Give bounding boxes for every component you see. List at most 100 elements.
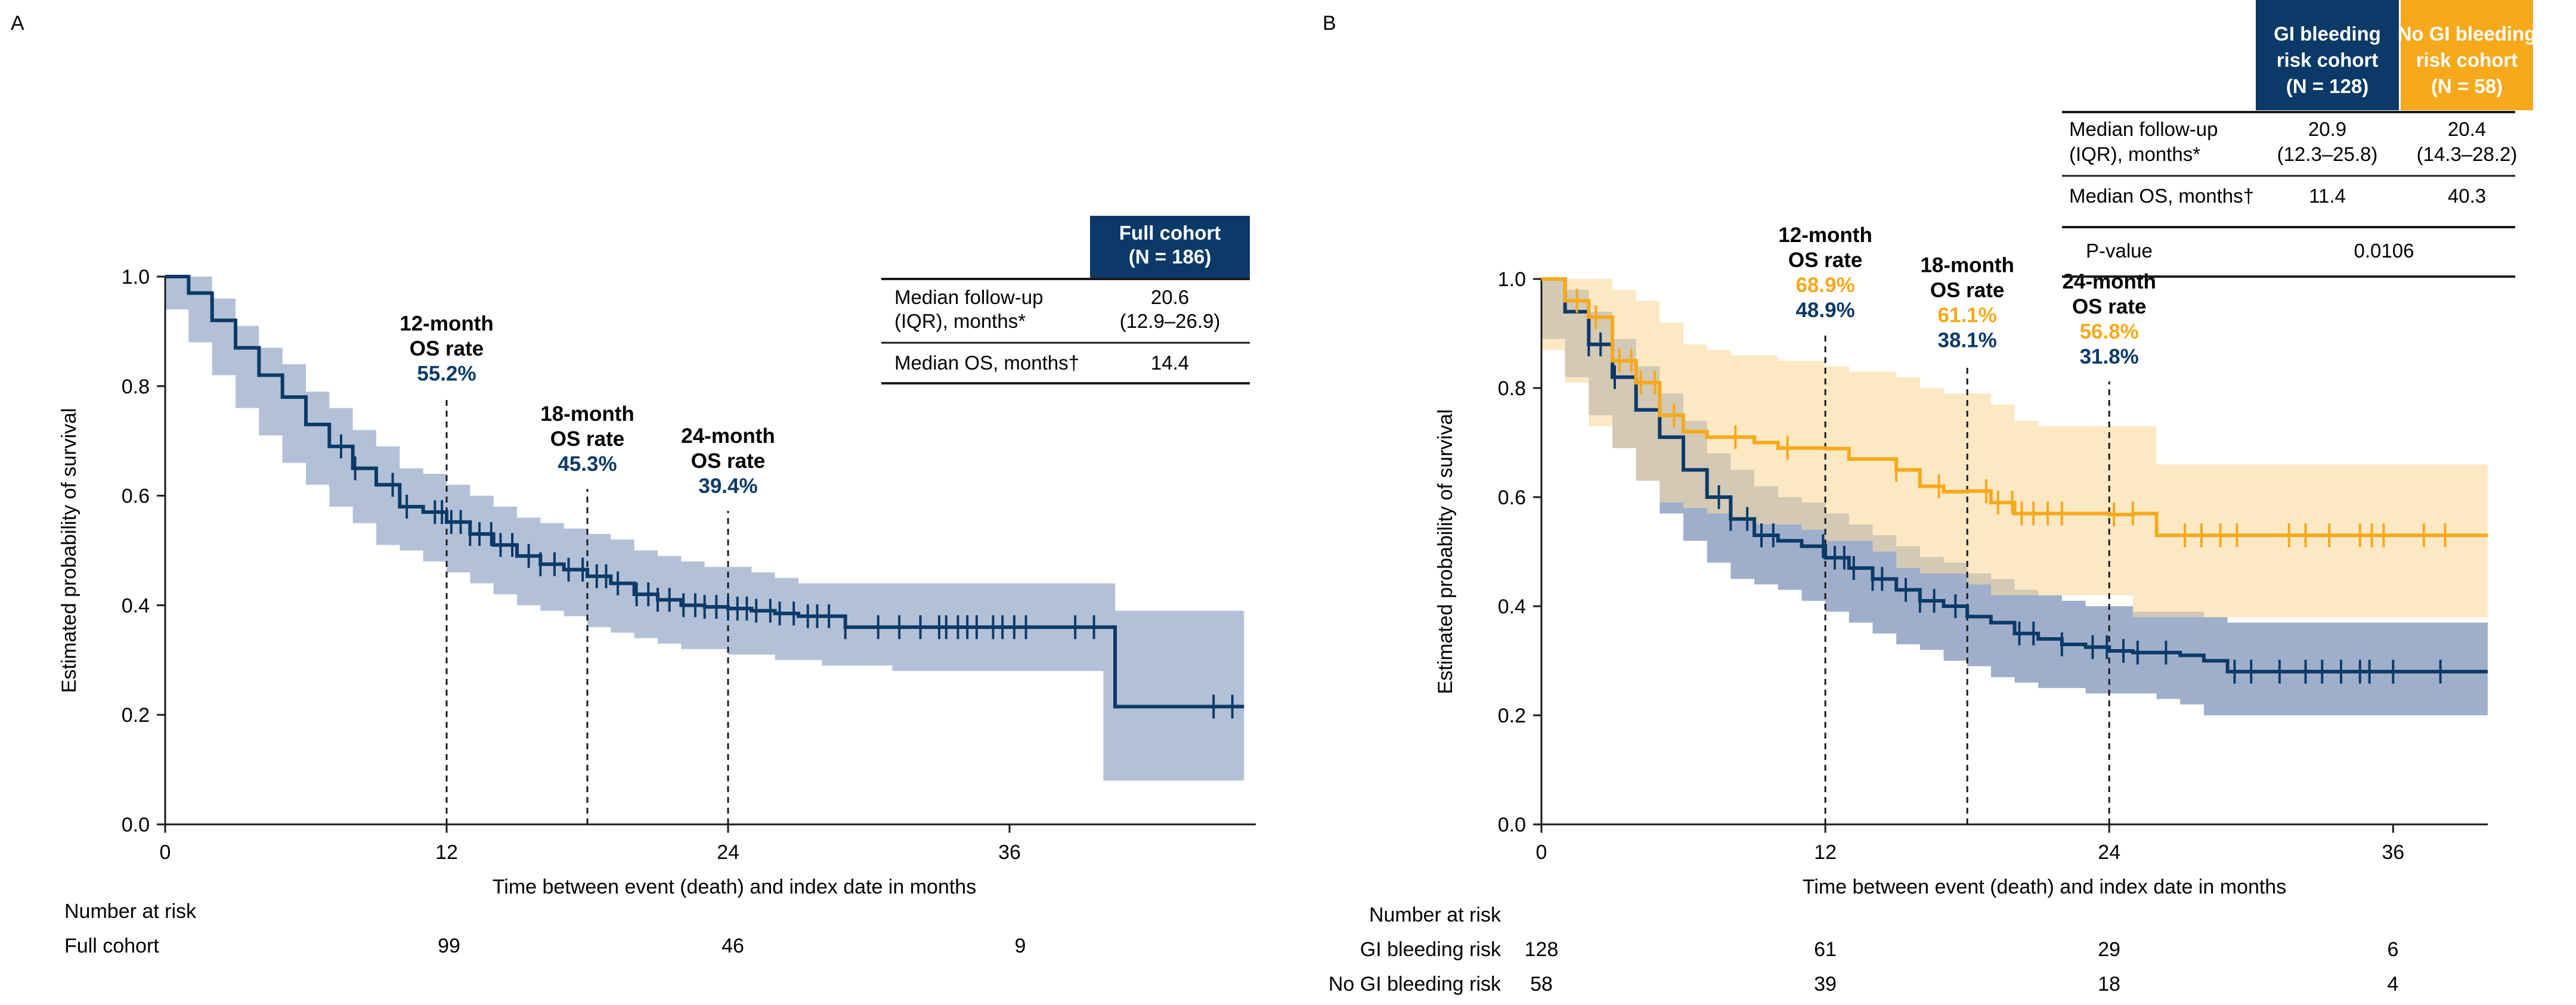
table-b-col1-header-bg <box>2256 0 2399 110</box>
panel-a-summary-table: Full cohort (N = 186) Median follow-up (… <box>881 216 1250 384</box>
os-rate-label: OS rate <box>550 427 625 451</box>
risk-a-value: 99 <box>438 935 460 957</box>
y-tick-label: 0.0 <box>1498 814 1526 836</box>
os-rate-value-gi: 38.1% <box>1938 328 1997 352</box>
os-rate-value-gi: 31.8% <box>2080 345 2139 368</box>
table-a-row1-label-line1: Median follow-up <box>894 286 1043 308</box>
y-tick-label: 0.6 <box>122 485 150 508</box>
y-tick-label: 0.8 <box>1498 377 1526 400</box>
survival-curve <box>1541 277 2488 674</box>
y-axis-label: Estimated probability of survival <box>58 408 80 693</box>
table-b-row2-v1: 11.4 <box>2309 185 2346 207</box>
os-rate-label: OS rate <box>1930 278 2005 302</box>
table-b-col1-header-line3: (N = 128) <box>2286 75 2368 97</box>
risk-a-title: Number at risk <box>64 900 197 923</box>
y-tick-label: 0.2 <box>1498 705 1526 727</box>
x-tick-label: 0 <box>1536 841 1547 864</box>
table-b-col2-header-bg <box>2401 0 2533 110</box>
risk-b-row1-value: 29 <box>2098 938 2120 961</box>
y-tick-label: 0.4 <box>1498 595 1526 618</box>
panel-b-plot: 0.0 0.2 0.4 0.6 0.8 1.0 0 12 24 36 Time between ev… <box>1434 224 2488 898</box>
y-tick-label: 0.2 <box>122 704 150 727</box>
os-rate-label: OS rate <box>1788 249 1863 272</box>
y-tick-label: 0.6 <box>1498 486 1526 509</box>
os-rate-value-gi: 48.9% <box>1795 299 1854 322</box>
y-tick-label: 0.8 <box>122 376 150 398</box>
os-rate-label: 24-month <box>2062 270 2156 293</box>
os-rate-value: 39.4% <box>698 474 757 498</box>
table-b-row1-v2-line2: (14.3–28.2) <box>2417 143 2518 165</box>
table-a-header-line1: Full cohort <box>1119 222 1221 244</box>
table-b-row1-v1-line2: (12.3–25.8) <box>2277 143 2378 165</box>
x-axis-label: Time between event (death) and index dat… <box>1803 876 2286 898</box>
y-tick-label: 1.0 <box>1498 268 1526 291</box>
os-rate-label: 12-month <box>1778 224 1872 247</box>
risk-a-value: 9 <box>1015 935 1026 957</box>
risk-b-row2-value: 18 <box>2098 973 2120 995</box>
table-a-row1-label-line2: (IQR), months* <box>894 310 1026 332</box>
os-rate-value: 55.2% <box>417 362 476 386</box>
risk-b-row1-value: 61 <box>1814 938 1837 961</box>
x-tick-label: 12 <box>435 841 458 864</box>
y-tick-label: 1.0 <box>122 266 150 289</box>
table-b-row2-v2: 40.3 <box>2448 185 2486 207</box>
os-rate-label: 18-month <box>1920 253 2014 277</box>
os-rate-value-no-gi: 61.1% <box>1938 303 1997 327</box>
panel-a-plot: 0.0 0.2 0.4 0.6 0.8 1.0 0 12 24 36 Time between ev… <box>58 266 1256 898</box>
os-rate-label: OS rate <box>691 449 766 473</box>
os-rate-label: 24-month <box>681 424 775 448</box>
table-a-row2-value: 14.4 <box>1151 352 1189 374</box>
table-b-col2-header-line1: No GI bleeding <box>2398 23 2537 45</box>
table-a-header-bg <box>1090 216 1250 278</box>
panel-a-label: A <box>11 12 24 35</box>
risk-b-row1-value: 6 <box>2388 938 2399 961</box>
x-tick-label: 36 <box>2382 841 2404 864</box>
table-b-row1-v1-line1: 20.9 <box>2308 118 2346 140</box>
table-b-col2-header-line2: risk cohort <box>2416 49 2518 71</box>
risk-b-title: Number at risk <box>1369 904 1501 926</box>
y-axis-label: Estimated probability of survival <box>1434 409 1457 694</box>
table-a-row1-value-line1: 20.6 <box>1151 286 1189 308</box>
table-a-row2-label: Median OS, months† <box>894 352 1079 374</box>
risk-b-row2-label: No GI bleeding risk <box>1329 973 1501 995</box>
os-rate-value-no-gi: 68.9% <box>1795 274 1854 297</box>
panel-b-summary-table: GI bleeding risk cohort (N = 128) No GI … <box>2062 0 2537 278</box>
risk-b-row2-value: 39 <box>1814 973 1837 995</box>
risk-a-value: 46 <box>722 935 744 957</box>
table-b-row1-label-line1: Median follow-up <box>2069 118 2218 140</box>
risk-b-row1-label: GI bleeding risk <box>1360 938 1501 961</box>
panel-a-risk-table: Number at risk Full cohort 99 46 9 <box>64 900 1026 957</box>
x-axis-label: Time between event (death) and index dat… <box>493 876 976 898</box>
risk-b-row2-value: 4 <box>2388 973 2399 995</box>
x-tick-label: 36 <box>998 841 1021 864</box>
table-b-row2-label: Median OS, months† <box>2069 185 2254 207</box>
risk-a-row-label: Full cohort <box>64 935 159 957</box>
confidence-band <box>1541 279 2488 618</box>
os-rate-label: OS rate <box>410 337 484 361</box>
x-tick-label: 0 <box>160 841 171 864</box>
panel-b-label: B <box>1323 12 1336 35</box>
x-tick-label: 24 <box>2098 841 2120 864</box>
os-rate-value-no-gi: 56.8% <box>2080 320 2139 343</box>
table-b-col1-header-line2: risk cohort <box>2277 49 2379 71</box>
survival-curve <box>1541 277 2488 538</box>
x-tick-label: 12 <box>1814 841 1837 864</box>
panel-b-risk-table: Number at risk GI bleeding risk 128 61 2… <box>1329 904 2399 995</box>
os-rate-value: 45.3% <box>558 452 617 476</box>
table-b-col1-header-line1: GI bleeding <box>2274 23 2381 45</box>
os-rate-label: 18-month <box>540 402 634 426</box>
risk-b-row1-value: 128 <box>1525 938 1559 961</box>
y-tick-label: 0.0 <box>122 814 150 836</box>
survival-curve <box>165 275 1244 709</box>
os-rate-label: 12-month <box>400 312 494 336</box>
table-b-col2-header-line3: (N = 58) <box>2431 75 2503 97</box>
y-tick-label: 0.4 <box>122 594 150 617</box>
table-b-pvalue-label: P-value <box>2086 240 2153 262</box>
os-rate-label: OS rate <box>2072 295 2147 318</box>
table-a-header-line2: (N = 186) <box>1129 246 1211 268</box>
confidence-band <box>165 277 1244 781</box>
table-a-row1-value-line2: (12.9–26.9) <box>1120 310 1221 332</box>
risk-b-row2-value: 58 <box>1530 973 1553 995</box>
table-b-row1-label-line2: (IQR), months* <box>2069 143 2200 165</box>
